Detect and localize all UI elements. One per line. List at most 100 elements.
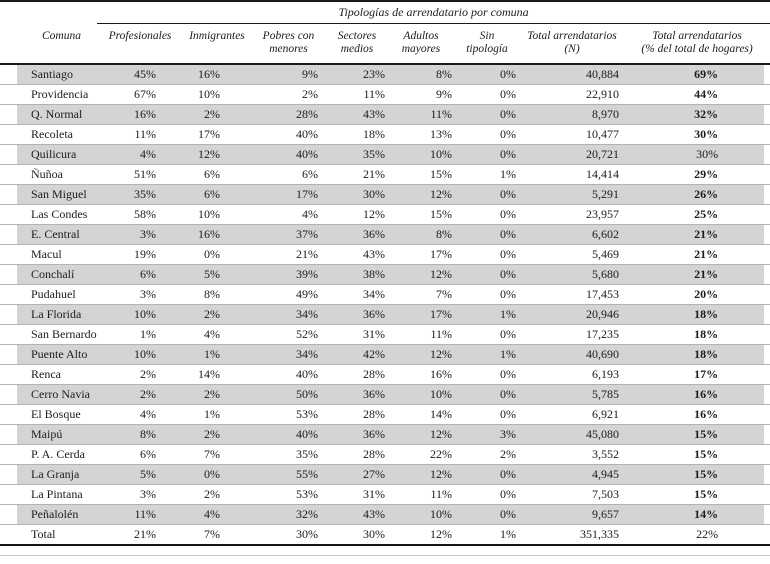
cell-total-n: 17,235 <box>520 324 624 345</box>
cell-typology-pct: 3% <box>97 284 183 305</box>
cell-typology-pct: 19% <box>97 244 183 265</box>
cell-typology-pct: 55% <box>251 464 326 485</box>
cell-total-n: 5,291 <box>520 184 624 205</box>
cell-total-pct-hogares: 30% <box>624 144 770 165</box>
cell-total-pct-hogares: 16% <box>624 404 770 425</box>
cell-total-n: 5,680 <box>520 264 624 285</box>
cell-typology-pct: 0% <box>454 404 520 425</box>
cell-comuna: La Pintana <box>0 484 97 505</box>
cell-typology-pct: 12% <box>388 184 454 205</box>
cell-typology-pct: 0% <box>454 284 520 305</box>
table-body: Santiago 45% 16% 9% 23% 8% 0% 40,884 69% Providen… <box>0 64 770 546</box>
cell-typology-pct: 21% <box>326 164 388 185</box>
cell-typology-pct: 45% <box>97 64 183 85</box>
cell-typology-pct: 7% <box>388 284 454 305</box>
cell-comuna: E. Central <box>0 224 97 245</box>
cell-total-pct-hogares: 26% <box>624 184 770 205</box>
cell-comuna: San Bernardo <box>0 324 97 345</box>
table-title: Tipologías de arrendatario por comuna <box>97 0 770 24</box>
cell-typology-pct: 17% <box>388 304 454 325</box>
col-header-total-arrendatarios-pct: Total arrendatarios (% del total de hoga… <box>624 23 770 65</box>
cell-comuna: San Miguel <box>0 184 97 205</box>
table-row: La Florida 10% 2% 34% 36% 17% 1% 20,946 18% <box>0 304 770 325</box>
cell-total-pct-hogares: 15% <box>624 464 770 485</box>
cell-typology-pct: 11% <box>388 484 454 505</box>
table-row: Conchalí 6% 5% 39% 38% 12% 0% 5,680 21% <box>0 264 770 285</box>
cell-typology-pct: 8% <box>97 424 183 445</box>
cell-total-n: 20,946 <box>520 304 624 325</box>
cell-typology-pct: 12% <box>388 524 454 546</box>
table-row: Ñuñoa 51% 6% 6% 21% 15% 1% 14,414 29% <box>0 164 770 185</box>
cell-typology-pct: 3% <box>97 484 183 505</box>
cell-total-pct-hogares: 18% <box>624 344 770 365</box>
cell-typology-pct: 34% <box>251 344 326 365</box>
cell-total-pct-hogares: 18% <box>624 324 770 345</box>
cell-typology-pct: 0% <box>183 464 251 485</box>
cell-typology-pct: 12% <box>388 424 454 445</box>
cell-total-n: 4,945 <box>520 464 624 485</box>
cell-total-pct-hogares: 20% <box>624 284 770 305</box>
cell-total-pct-hogares: 69% <box>624 64 770 85</box>
cell-typology-pct: 42% <box>326 344 388 365</box>
cell-typology-pct: 40% <box>251 364 326 385</box>
cell-comuna: Providencia <box>0 84 97 105</box>
cell-typology-pct: 43% <box>326 504 388 525</box>
cell-typology-pct: 16% <box>388 364 454 385</box>
table-row: La Pintana 3% 2% 53% 31% 11% 0% 7,503 15% <box>0 484 770 505</box>
cell-typology-pct: 0% <box>454 224 520 245</box>
cell-typology-pct: 10% <box>97 344 183 365</box>
cell-typology-pct: 1% <box>454 304 520 325</box>
cell-total-pct-hogares: 25% <box>624 204 770 225</box>
cell-typology-pct: 36% <box>326 304 388 325</box>
cell-typology-pct: 8% <box>388 224 454 245</box>
cell-total-pct-hogares: 14% <box>624 504 770 525</box>
cell-typology-pct: 5% <box>183 264 251 285</box>
cell-total-n: 45,080 <box>520 424 624 445</box>
cell-typology-pct: 31% <box>326 324 388 345</box>
cell-comuna: Puente Alto <box>0 344 97 365</box>
cell-typology-pct: 12% <box>388 344 454 365</box>
cell-total-pct-hogares: 21% <box>624 244 770 265</box>
cell-typology-pct: 28% <box>251 104 326 125</box>
cell-total-pct-hogares: 15% <box>624 444 770 465</box>
cell-typology-pct: 2% <box>183 484 251 505</box>
cell-typology-pct: 0% <box>454 64 520 85</box>
cell-typology-pct: 50% <box>251 384 326 405</box>
cell-typology-pct: 9% <box>388 84 454 105</box>
cell-total-pct-hogares: 44% <box>624 84 770 105</box>
table-row: Total 21% 7% 30% 30% 12% 1% 351,335 22% <box>0 524 770 546</box>
cell-typology-pct: 1% <box>454 344 520 365</box>
cell-total-pct-hogares: 30% <box>624 124 770 145</box>
cell-typology-pct: 0% <box>454 144 520 165</box>
cell-typology-pct: 4% <box>97 404 183 425</box>
cell-typology-pct: 12% <box>183 144 251 165</box>
col-header-sin-tipologia: Sin tipología <box>454 23 520 65</box>
cell-typology-pct: 2% <box>97 384 183 405</box>
table-row: Cerro Navia 2% 2% 50% 36% 10% 0% 5,785 16% <box>0 384 770 405</box>
title-row: Tipologías de arrendatario por comuna <box>0 0 770 24</box>
cell-total-n: 6,193 <box>520 364 624 385</box>
cell-typology-pct: 0% <box>454 124 520 145</box>
cell-typology-pct: 40% <box>251 124 326 145</box>
cell-typology-pct: 2% <box>97 364 183 385</box>
table-row: Puente Alto 10% 1% 34% 42% 12% 1% 40,690 18% <box>0 344 770 365</box>
cell-total-n: 40,690 <box>520 344 624 365</box>
cell-typology-pct: 1% <box>183 344 251 365</box>
cell-typology-pct: 21% <box>97 524 183 546</box>
cell-typology-pct: 10% <box>388 384 454 405</box>
cell-total-n: 6,921 <box>520 404 624 425</box>
col-header-sectores-medios: Sectores medios <box>326 23 388 65</box>
cell-typology-pct: 35% <box>97 184 183 205</box>
cell-typology-pct: 53% <box>251 404 326 425</box>
cell-typology-pct: 0% <box>454 104 520 125</box>
cell-typology-pct: 10% <box>97 304 183 325</box>
cell-typology-pct: 32% <box>251 504 326 525</box>
cell-total-pct-hogares: 16% <box>624 384 770 405</box>
cell-typology-pct: 12% <box>388 264 454 285</box>
cell-typology-pct: 2% <box>251 84 326 105</box>
cell-typology-pct: 6% <box>97 444 183 465</box>
cell-typology-pct: 21% <box>251 244 326 265</box>
cell-typology-pct: 0% <box>454 364 520 385</box>
cell-typology-pct: 34% <box>251 304 326 325</box>
